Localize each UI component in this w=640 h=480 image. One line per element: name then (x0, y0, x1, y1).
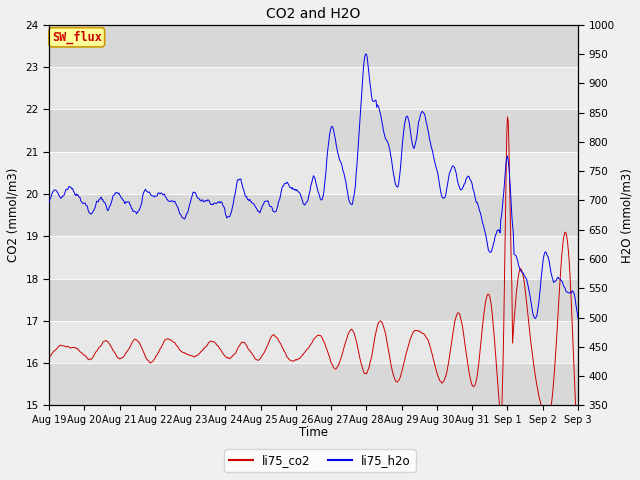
Y-axis label: CO2 (mmol/m3): CO2 (mmol/m3) (7, 168, 20, 262)
Bar (49, 363, 578, 405)
Bar (49, 109, 578, 152)
Y-axis label: H2O (mmol/m3): H2O (mmol/m3) (620, 168, 633, 263)
Bar (49, 25, 578, 67)
Line: li75_h2o: li75_h2o (49, 54, 578, 319)
X-axis label: Time: Time (299, 426, 328, 440)
Bar (49, 278, 578, 321)
Text: SW_flux: SW_flux (52, 31, 102, 44)
Line: li75_co2: li75_co2 (49, 117, 578, 453)
Legend: li75_co2, li75_h2o: li75_co2, li75_h2o (224, 449, 416, 472)
Title: CO2 and H2O: CO2 and H2O (266, 7, 361, 21)
Bar (49, 194, 578, 236)
